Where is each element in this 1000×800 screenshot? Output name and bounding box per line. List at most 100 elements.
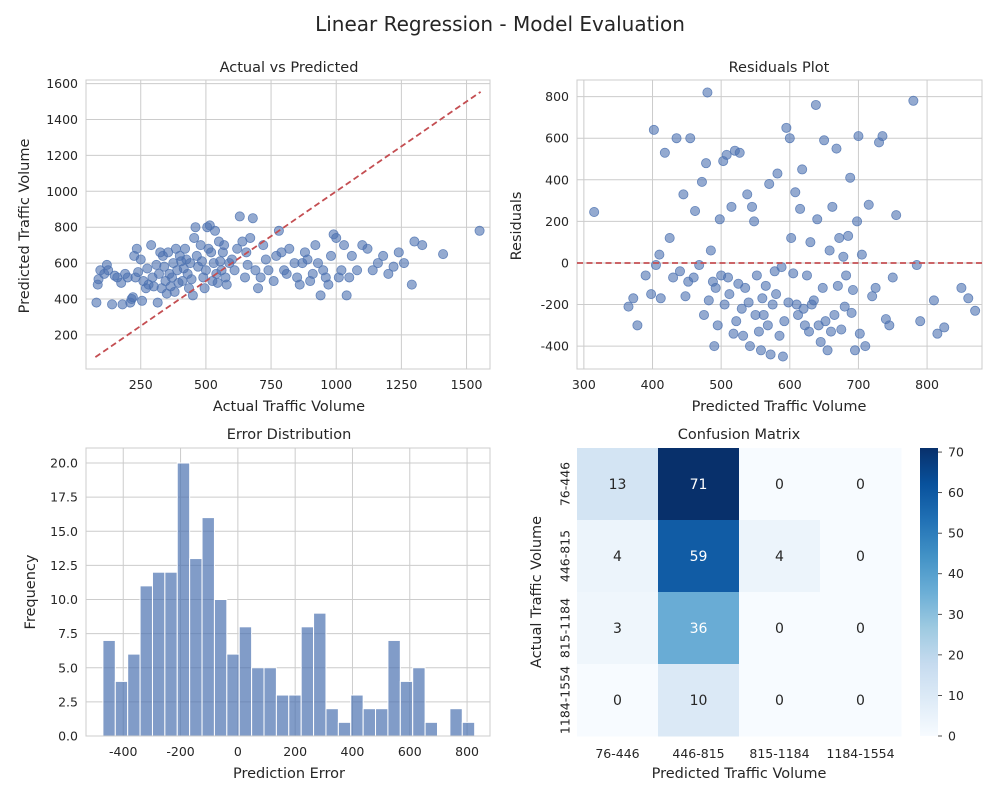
residual-point [705,245,716,256]
residual-point [822,345,833,356]
data-point [307,268,318,279]
data-point [199,283,210,294]
histogram-bar [226,653,240,737]
data-point [383,268,394,279]
y-tick-label: 1400 [46,112,78,127]
heatmap-cell [577,520,659,593]
y-tick-label: 2.5 [58,694,78,709]
histogram-bar [275,694,290,737]
data-point [253,283,264,294]
data-point [372,258,383,269]
y-tick-label: 7.5 [58,626,78,641]
x-tick-label: -400 [109,744,137,759]
residuals-panel: Residuals Plot 300 400 500 600 700 800 -400 -20… [509,60,983,415]
histogram-bar [288,694,302,737]
data-point [339,240,350,251]
cell-value: 0 [856,549,865,565]
y-tick-label: -400 [541,339,569,354]
cell-value: 0 [856,477,865,493]
data-point [323,279,334,290]
data-point [190,222,201,233]
y-tick-label: 5.0 [58,660,78,675]
residual-point [680,291,691,302]
colorbar [920,448,938,736]
residual-point [753,326,764,337]
data-point [474,225,485,236]
residual-point [650,260,661,271]
cell-value: 0 [775,621,784,637]
y-tick-label: 600 [54,256,78,271]
residual-point [786,233,797,244]
residual-point [804,326,815,337]
residual-point [832,280,843,291]
data-point [378,250,389,261]
residual-point [743,297,754,308]
x-tick-label: 800 [455,744,479,759]
residual-point [688,272,699,283]
residual-point [701,158,712,169]
residual-point [817,282,828,293]
residual-point [702,87,713,98]
residual-point [749,216,760,227]
data-point [212,277,223,288]
data-point [210,225,221,236]
residual-point [810,99,821,110]
x-tick-label: 300 [572,377,596,392]
histogram-bar [412,667,426,737]
y-tick-label: 200 [545,214,569,229]
residual-point [783,297,794,308]
data-point [239,272,250,283]
data-point [131,243,142,254]
residual-point [939,322,950,333]
perfect-fit-line [94,91,482,358]
residual-point [887,272,898,283]
data-point [281,268,292,279]
x-tick-label: -200 [166,744,194,759]
data-point [200,265,211,276]
residuals-ylabel: Residuals [509,192,525,261]
data-point [169,286,180,297]
actual-vs-predicted-xlabel: Actual Traffic Volume [213,399,365,415]
data-point [341,290,352,301]
data-point [263,265,274,276]
data-point [234,211,245,222]
histogram-bar [127,653,141,737]
y-tick-label: 12.5 [50,558,78,573]
histogram-bar [449,708,463,737]
cell-value: 0 [856,693,865,709]
histogram-bar [189,558,203,737]
x-category-label: 446-815 [672,746,724,761]
y-category-label: 1184-1554 [557,666,572,734]
residual-point [841,270,852,281]
histogram-bar [350,694,364,737]
x-tick-label: 1000 [320,377,352,392]
data-point [346,250,357,261]
residual-point [762,320,773,331]
axes-frame [85,447,491,737]
data-point [247,213,258,224]
residual-point [764,178,775,189]
x-tick-label: 500 [194,377,218,392]
data-point [146,240,157,251]
x-tick-label: 600 [778,377,802,392]
residual-point [772,168,783,179]
heatmap-cell [658,592,740,665]
data-point [326,250,337,261]
histogram-bar [139,585,153,737]
data-point [438,249,449,260]
data-point [107,299,118,310]
y-tick-label: 0.0 [58,729,78,744]
residual-point [771,289,782,300]
residual-point [776,262,787,273]
heatmap-cell [577,448,659,521]
data-point [388,261,399,272]
residual-point [845,172,856,183]
y-tick-label: 20.0 [50,456,78,471]
residual-point [734,147,745,158]
colorbar-tick-label: 20 [948,647,964,662]
residual-point [694,260,705,271]
data-point [352,265,363,276]
histogram-bar [313,612,327,737]
histogram-bar [176,462,191,737]
y-category-label: 815-1184 [557,598,572,658]
